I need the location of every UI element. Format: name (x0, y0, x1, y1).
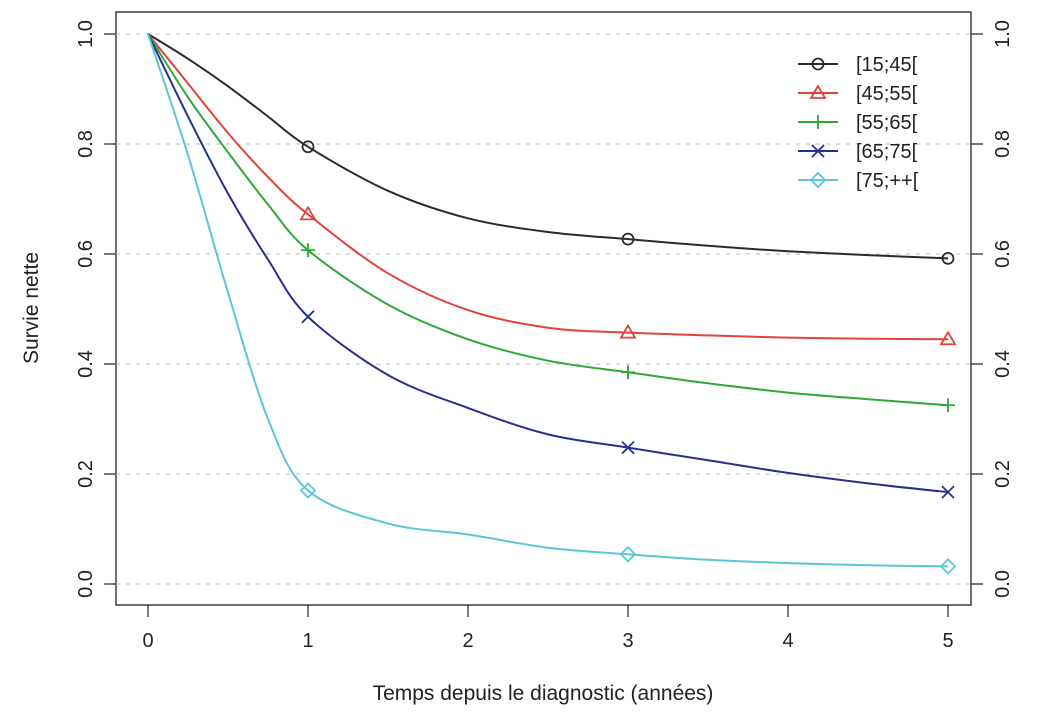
legend-entry: [55;65[ (798, 112, 918, 134)
grid-lines (116, 33, 971, 585)
legend-label: [45;55[ (856, 83, 918, 105)
series-line (147, 33, 949, 407)
x-axis-label: Temps depuis le diagnostic (années) (373, 682, 714, 705)
marker-plus (941, 398, 955, 413)
y-tick-label-right: 0.2 (992, 460, 1014, 488)
x-tick-label: 3 (622, 630, 633, 652)
x-tick-label: 4 (782, 630, 793, 652)
y-tick-label-left: 0.6 (75, 240, 97, 268)
legend-label: [75;++[ (856, 170, 919, 192)
series-lines (147, 33, 957, 575)
y-tick-label-left: 0.8 (75, 130, 97, 158)
marker-circle (811, 57, 825, 71)
plot-frame (115, 11, 972, 606)
marker-plus (811, 115, 825, 129)
y-tick-label-right: 0.6 (992, 240, 1014, 268)
legend-entry: [15;45[ (798, 54, 918, 76)
marker-plus (301, 243, 315, 258)
y-tick-label-left: 1.0 (75, 20, 97, 48)
marker-triangle (299, 205, 317, 221)
y-axis-label: Survie nette (20, 252, 43, 364)
legend: [15;45[ [45;55[ [55;65[ [65;75[ [75;++[ (798, 54, 919, 192)
x-tick-label: 5 (942, 630, 953, 652)
series-line (147, 33, 949, 341)
series (147, 33, 955, 499)
marker-circle (621, 232, 635, 246)
y-tick-label-left: 0.2 (75, 460, 97, 488)
y-tick-label-left: 0.0 (75, 570, 97, 598)
marker-cross (811, 144, 825, 158)
marker-cross (621, 440, 635, 455)
marker-cross (941, 485, 955, 499)
x-tick-label: 2 (462, 630, 473, 652)
marker-triangle (939, 330, 957, 346)
series-line (147, 33, 949, 568)
marker-circle (941, 251, 955, 265)
series (147, 33, 955, 413)
x-tick-label: 0 (142, 630, 153, 652)
marker-triangle (809, 84, 827, 99)
legend-entry: [65;75[ (798, 141, 918, 163)
marker-diamond (619, 546, 637, 563)
legend-label: [55;65[ (856, 112, 918, 134)
y-tick-label-left: 0.4 (75, 350, 97, 378)
legend-entry: [45;55[ (798, 83, 918, 105)
y-tick-label-right: 0.8 (992, 130, 1014, 158)
marker-diamond (299, 482, 317, 499)
marker-triangle (619, 323, 637, 339)
y-tick-label-right: 1.0 (992, 20, 1014, 48)
marker-cross (301, 310, 315, 324)
legend-entry: [75;++[ (798, 170, 919, 192)
axes: 0 1 2 3 4 5 0.0 0.0 0.2 0.2 0.4 0.4 0.6 0.6 0.8 0.8 1.0 1… (75, 20, 1014, 652)
y-tick-label-right: 0.4 (992, 350, 1014, 378)
series (147, 33, 955, 265)
legend-label: [15;45[ (856, 54, 918, 76)
marker-circle (301, 140, 315, 154)
series (147, 33, 957, 346)
legend-label: [65;75[ (856, 141, 918, 163)
marker-diamond (809, 171, 827, 189)
series (147, 33, 957, 575)
series-line (147, 33, 949, 260)
marker-diamond (939, 558, 957, 575)
y-tick-label-right: 0.0 (992, 570, 1014, 598)
marker-plus (621, 365, 635, 380)
series-line (147, 33, 949, 494)
x-tick-label: 1 (302, 630, 313, 652)
